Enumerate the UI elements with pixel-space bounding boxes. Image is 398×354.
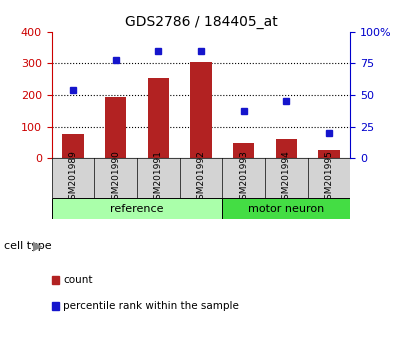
Text: reference: reference xyxy=(110,204,164,214)
Text: count: count xyxy=(63,275,93,285)
Text: motor neuron: motor neuron xyxy=(248,204,324,214)
Bar xyxy=(318,150,339,158)
Bar xyxy=(190,63,212,158)
Bar xyxy=(52,198,222,219)
Bar xyxy=(275,139,297,158)
Bar xyxy=(62,135,84,158)
Text: GSM201991: GSM201991 xyxy=(154,150,163,205)
Text: ▶: ▶ xyxy=(33,240,42,252)
Text: GSM201989: GSM201989 xyxy=(68,150,78,205)
Bar xyxy=(105,97,127,158)
Bar xyxy=(233,143,254,158)
Text: cell type: cell type xyxy=(4,241,52,251)
Text: GSM201992: GSM201992 xyxy=(197,150,205,205)
Text: GSM201995: GSM201995 xyxy=(324,150,334,205)
Title: GDS2786 / 184405_at: GDS2786 / 184405_at xyxy=(125,16,277,29)
Text: GSM201994: GSM201994 xyxy=(282,150,291,205)
Text: percentile rank within the sample: percentile rank within the sample xyxy=(63,301,239,311)
Bar xyxy=(148,78,169,158)
Bar xyxy=(222,198,350,219)
Text: GSM201990: GSM201990 xyxy=(111,150,120,205)
Text: GSM201993: GSM201993 xyxy=(239,150,248,205)
